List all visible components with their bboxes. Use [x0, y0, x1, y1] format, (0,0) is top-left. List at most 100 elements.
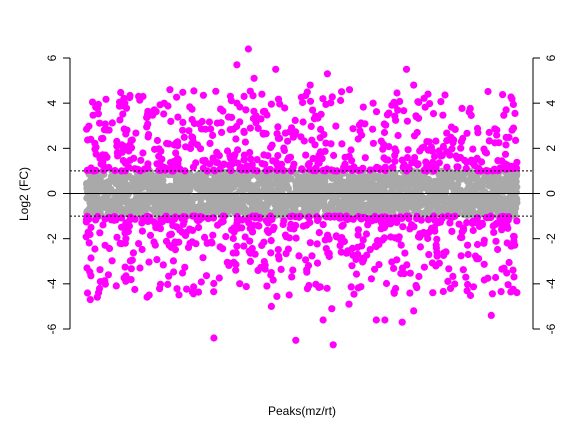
data-point: [416, 243, 424, 251]
data-point: [446, 219, 454, 227]
data-point: [453, 193, 461, 201]
data-point: [368, 205, 376, 213]
data-point: [380, 120, 388, 128]
data-point: [96, 278, 104, 286]
data-point: [308, 252, 316, 260]
data-point: [246, 163, 254, 171]
data-point: [215, 274, 223, 282]
data-point: [428, 259, 436, 267]
data-point: [459, 266, 467, 274]
data-point: [448, 145, 456, 153]
data-point: [245, 214, 253, 222]
data-point: [210, 279, 218, 288]
data-point: [253, 167, 261, 175]
data-point: [175, 291, 183, 299]
data-point: [223, 201, 231, 209]
data-point: [204, 180, 212, 188]
data-point: [226, 177, 234, 185]
data-point: [323, 284, 331, 292]
data-point: [347, 146, 355, 154]
data-point: [280, 146, 288, 155]
data-point: [375, 164, 383, 172]
data-point: [122, 130, 130, 138]
data-point: [319, 316, 327, 324]
data-point: [119, 185, 128, 193]
data-point: [381, 316, 389, 324]
data-point: [362, 230, 371, 238]
data-point: [410, 81, 418, 89]
data-point: [485, 190, 493, 199]
data-point: [380, 154, 388, 162]
data-point: [441, 91, 449, 99]
data-point: [391, 234, 399, 242]
data-point: [117, 167, 126, 175]
data-point: [308, 136, 316, 144]
data-point: [454, 163, 462, 171]
data-point: [258, 241, 266, 249]
data-point: [439, 287, 447, 296]
data-point: [492, 166, 500, 174]
data-point: [189, 163, 197, 171]
data-point: [128, 175, 136, 183]
data-point: [165, 272, 173, 280]
data-point: [328, 305, 336, 313]
data-point: [156, 285, 164, 293]
data-point: [333, 167, 341, 175]
data-point: [239, 194, 247, 202]
data-point: [310, 115, 318, 123]
data-point: [413, 284, 421, 292]
data-point: [189, 137, 197, 145]
data-point: [509, 100, 517, 108]
data-point: [406, 225, 414, 233]
data-point: [192, 172, 201, 180]
data-point: [254, 124, 262, 132]
data-point: [348, 262, 356, 270]
data-point: [304, 262, 313, 270]
data-point: [170, 268, 178, 276]
data-point: [463, 190, 472, 199]
reference-lines: [70, 170, 533, 217]
data-point: [279, 220, 287, 229]
data-point: [201, 125, 210, 133]
data-point: [424, 90, 432, 98]
data-point: [195, 120, 203, 128]
data-point: [385, 143, 393, 151]
data-point: [415, 98, 423, 106]
data-point: [117, 88, 125, 97]
data-point: [240, 92, 248, 100]
data-point: [104, 271, 112, 279]
data-point: [132, 129, 140, 137]
data-point: [450, 136, 458, 144]
data-point: [87, 272, 95, 280]
data-point: [417, 201, 425, 209]
data-point: [145, 291, 153, 299]
data-point: [274, 123, 282, 131]
data-point: [240, 156, 248, 164]
data-point: [457, 252, 465, 260]
data-point: [127, 265, 135, 273]
data-point: [413, 212, 421, 220]
data-point: [369, 125, 377, 133]
data-point: [275, 184, 284, 192]
data-point: [341, 160, 349, 168]
data-point: [312, 280, 320, 288]
data-point: [419, 230, 427, 238]
data-point: [258, 90, 266, 98]
data-point: [246, 257, 254, 265]
data-point: [159, 261, 167, 269]
data-point: [254, 180, 262, 188]
data-point: [136, 264, 144, 272]
data-point: [150, 173, 158, 181]
data-point: [185, 127, 193, 135]
data-point: [241, 138, 249, 146]
data-point: [391, 157, 399, 165]
data-point: [469, 226, 477, 235]
data-point: [113, 137, 121, 145]
left-y-tick-label: -4: [45, 278, 59, 289]
data-point: [151, 241, 159, 249]
data-point: [219, 196, 227, 204]
data-point: [338, 140, 346, 148]
data-point: [182, 143, 190, 151]
data-point: [164, 195, 172, 203]
data-point: [195, 223, 203, 232]
